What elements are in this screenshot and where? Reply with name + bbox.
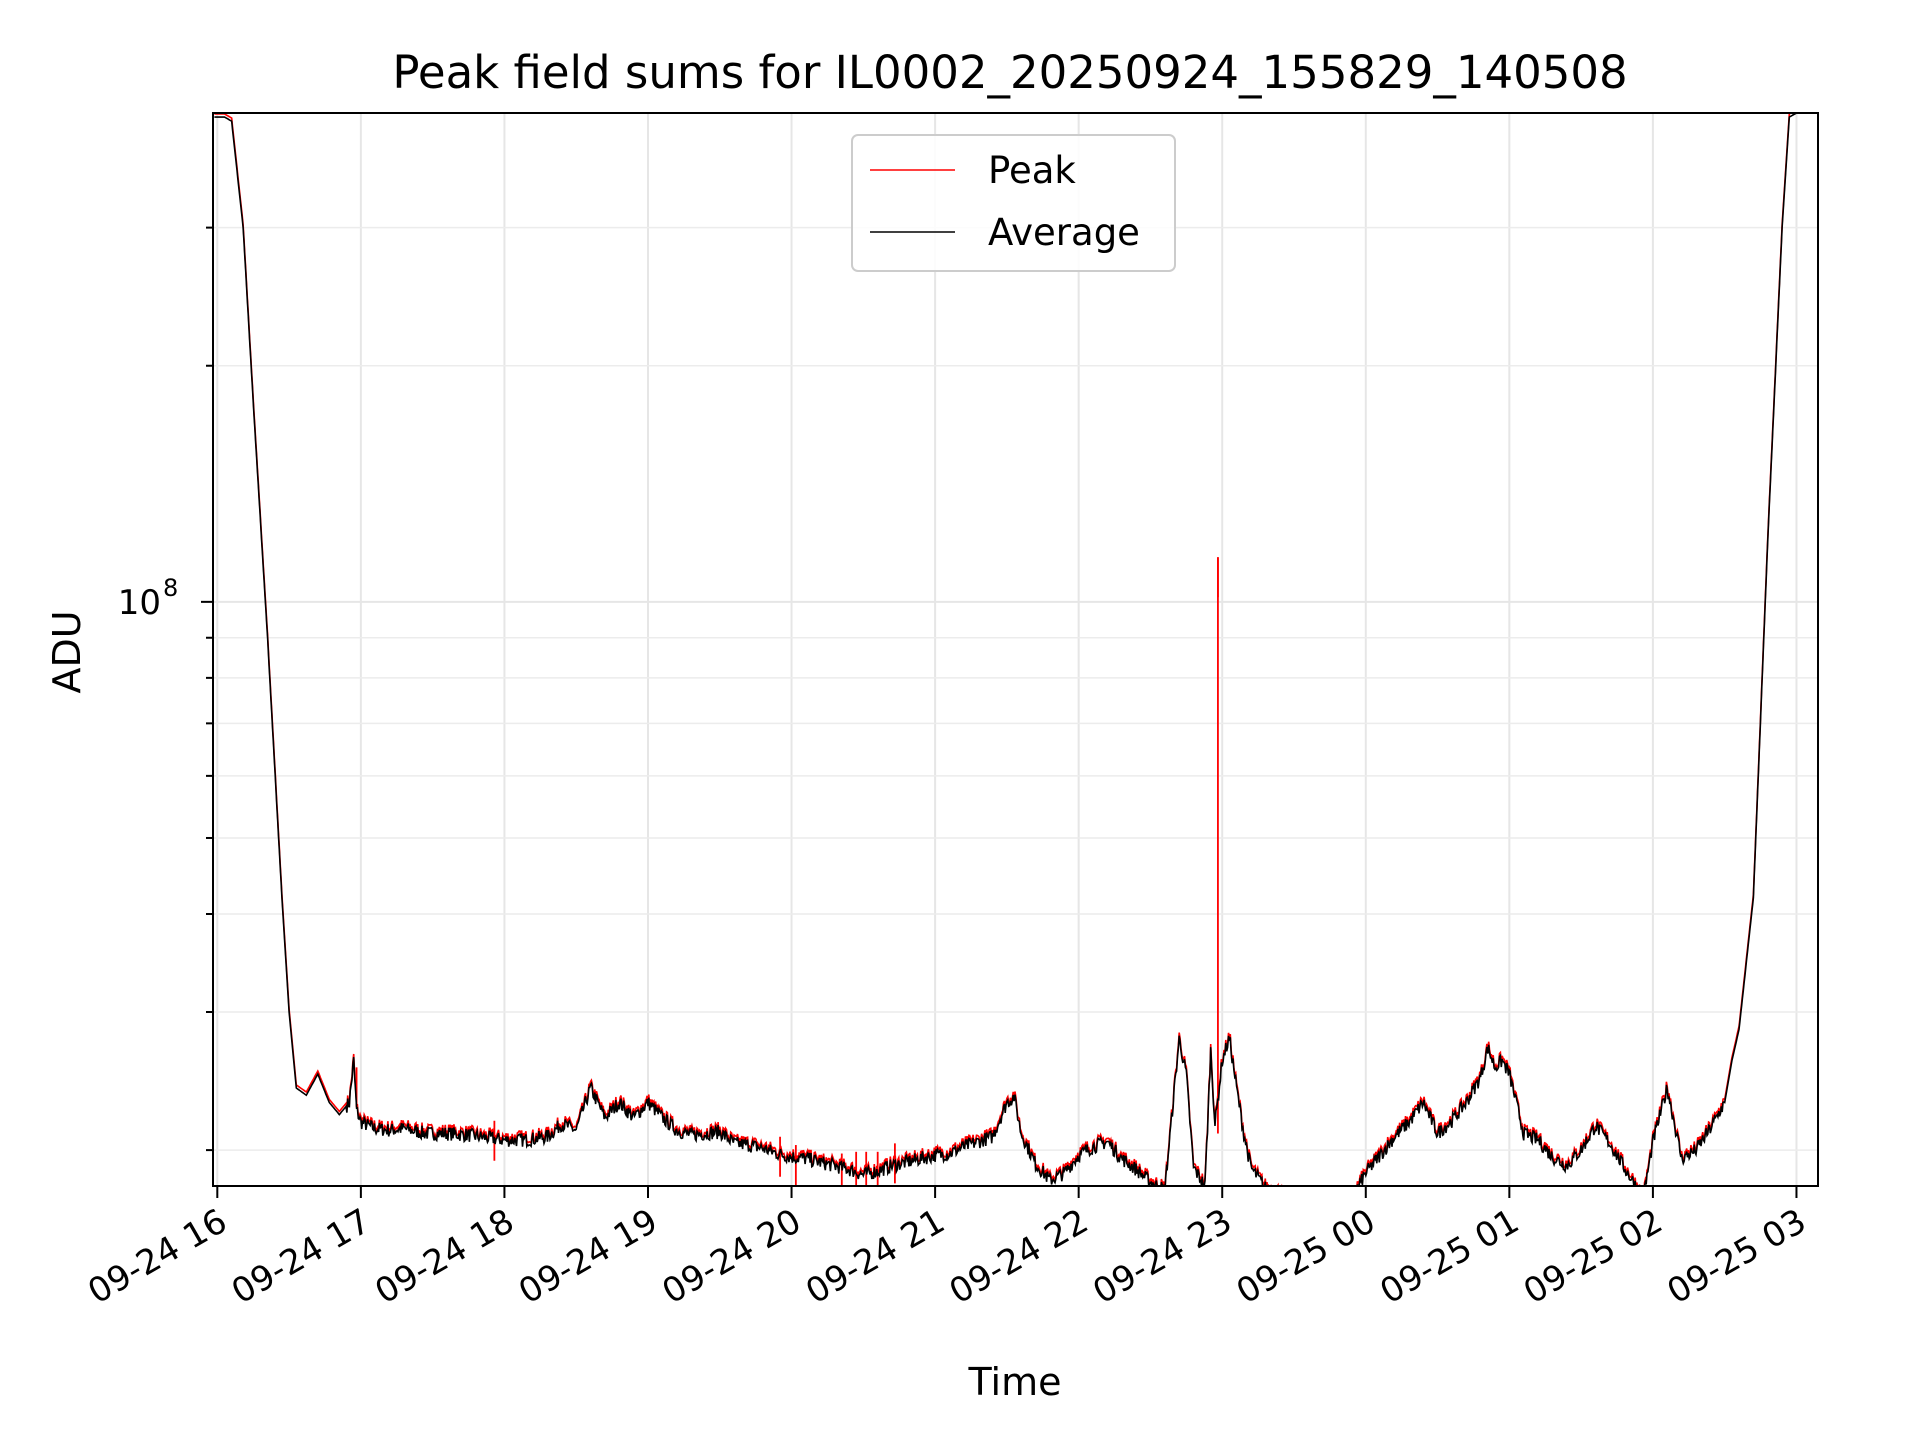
legend: Peak Average	[851, 134, 1176, 272]
average-line	[214, 113, 1797, 1186]
peak-line	[214, 113, 1793, 1186]
y-tick-label-exponent: 8	[163, 574, 178, 602]
plot-frame	[212, 112, 1819, 1187]
legend-peak-label: Peak	[988, 149, 1076, 192]
x-axis-label: Time	[968, 1360, 1062, 1404]
chart-title: Peak field sums for IL0002_20250924_1558…	[392, 46, 1627, 99]
series-layer	[214, 113, 1797, 1186]
y-tick-label-base: 10	[118, 583, 161, 623]
y-axis-label: ADU	[45, 610, 89, 693]
legend-box	[851, 134, 1176, 272]
legend-average-label: Average	[988, 211, 1140, 254]
